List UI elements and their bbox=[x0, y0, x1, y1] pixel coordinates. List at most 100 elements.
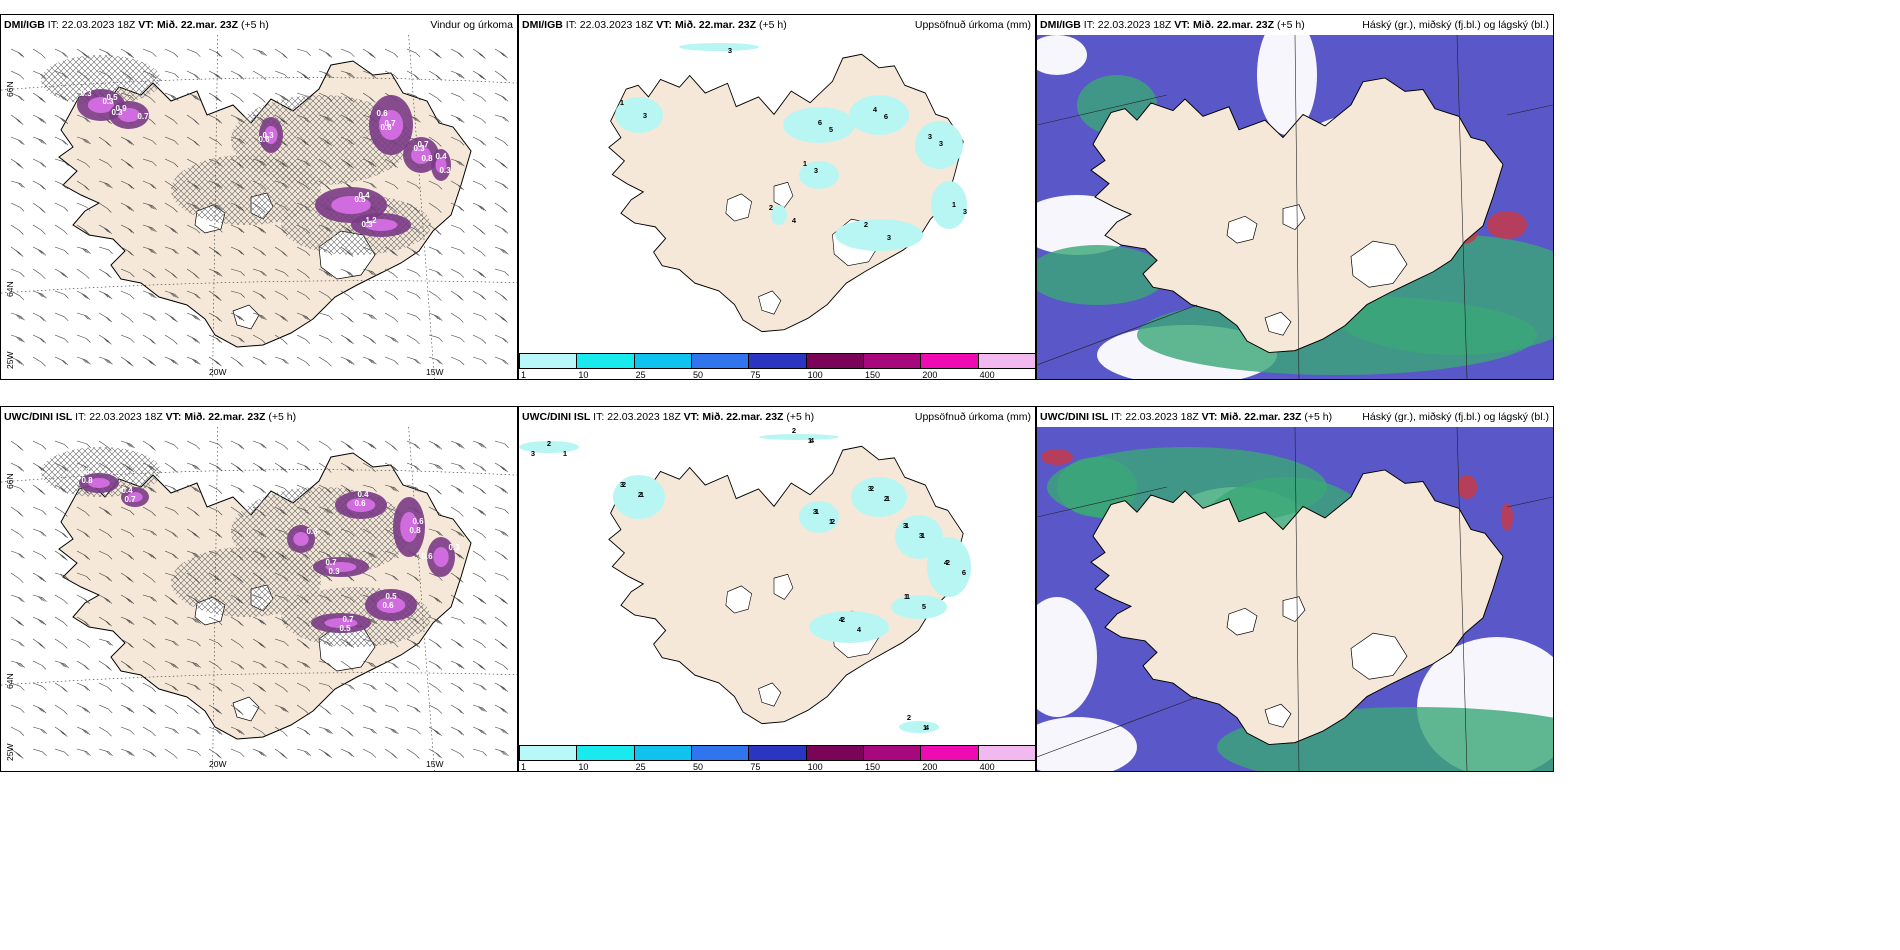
it-label: IT: bbox=[593, 411, 605, 423]
accum-value-label: 3 bbox=[868, 484, 872, 493]
lead-time: (+5 h) bbox=[786, 411, 815, 423]
accum-value-label: 1 bbox=[952, 200, 956, 209]
colorbar-swatch bbox=[519, 353, 578, 369]
accum-value-label: 1 bbox=[905, 521, 909, 530]
lon-label: 20W bbox=[209, 367, 227, 377]
accum-value-label: 1 bbox=[815, 507, 819, 516]
panel-accum-row2: UWC/DINI ISL IT: 22.03.2023 18Z VT: Mið.… bbox=[518, 406, 1036, 772]
accum-value-label: 3 bbox=[814, 166, 818, 175]
model-name: UWC/DINI ISL bbox=[522, 411, 591, 423]
precip-value-label: 0.7 bbox=[417, 140, 429, 149]
it-label: IT: bbox=[47, 19, 59, 31]
valid-time: Mið. 22.mar. 23Z bbox=[1192, 19, 1275, 31]
precip-value-label: 0.6 bbox=[380, 123, 392, 132]
accum-value-label: 3 bbox=[643, 111, 647, 120]
vt-label: VT: bbox=[656, 19, 673, 31]
panel-title: Vindur og úrkoma bbox=[430, 19, 513, 31]
map-cloud-cover[interactable] bbox=[1037, 35, 1553, 379]
high-cloud-area bbox=[1037, 245, 1167, 305]
vt-label: VT: bbox=[138, 19, 155, 31]
valid-time: Mið. 22.mar. 23Z bbox=[156, 19, 239, 31]
colorbar-swatch bbox=[576, 353, 635, 369]
colorbar-swatch bbox=[519, 745, 578, 761]
panel-title: Háský (gr.), miðský (fj.bl.) og lágský (… bbox=[1362, 411, 1549, 423]
colorbar-swatch bbox=[633, 353, 692, 369]
accum-value-label: 2 bbox=[864, 220, 868, 229]
colorbar-tick-label: 50 bbox=[693, 762, 704, 772]
lon-label: 15W bbox=[426, 367, 444, 377]
precip-value-label: 0.5 bbox=[106, 93, 118, 102]
model-name: DMI/IGB bbox=[522, 19, 563, 31]
accum-value-label: 2 bbox=[907, 713, 911, 722]
accum-value-label: 1 bbox=[808, 436, 812, 445]
mid-cloud-area bbox=[1501, 503, 1513, 531]
precip-value-label: 0.6 bbox=[412, 517, 424, 526]
accum-value-label: 3 bbox=[620, 480, 624, 489]
colorbar-swatch bbox=[805, 745, 864, 761]
precip-value-label: 0.6 bbox=[382, 601, 394, 610]
lead-time: (+5 h) bbox=[268, 411, 297, 423]
precip-value-label: 0.4 bbox=[357, 490, 369, 499]
colorbar-swatch bbox=[748, 745, 807, 761]
init-time: 22.03.2023 18Z bbox=[89, 411, 163, 423]
panel-clouds-row1: DMI/IGB IT: 22.03.2023 18Z VT: Mið. 22.m… bbox=[1036, 14, 1554, 380]
lat-label: 66N bbox=[5, 81, 15, 97]
map-cloud-cover[interactable] bbox=[1037, 427, 1553, 771]
accum-areas bbox=[519, 434, 971, 733]
colorbar-tick-label: 25 bbox=[635, 762, 646, 772]
panel-clouds-row2: UWC/DINI ISL IT: 22.03.2023 18Z VT: Mið.… bbox=[1036, 406, 1554, 772]
precip-value-label: 0.4 bbox=[121, 486, 133, 495]
accum-value-label: 4 bbox=[839, 615, 844, 624]
accum-value-label: 1 bbox=[904, 592, 908, 601]
accum-value-label: 3 bbox=[813, 507, 817, 516]
precip-value-labels: 0.30.90.70.80.41.20.30.30.50.30.60.70.50… bbox=[80, 89, 451, 229]
panel-wind-precip-row2: UWC/DINI ISL IT: 22.03.2023 18Z VT: Mið.… bbox=[0, 406, 518, 772]
panel-wind-precip-row1: DMI/IGB IT: 22.03.2023 18Z VT: Mið. 22.m… bbox=[0, 14, 518, 380]
accum-value-label: 4 bbox=[810, 436, 815, 445]
accum-value-label: 1 bbox=[923, 723, 927, 732]
panel-accum-row1: DMI/IGB IT: 22.03.2023 18Z VT: Mið. 22.m… bbox=[518, 14, 1036, 380]
precip-value-label: 0.3 bbox=[448, 543, 460, 552]
panel-title: Uppsöfnuð úrkoma (mm) bbox=[914, 19, 1031, 31]
high-cloud-area bbox=[1057, 457, 1137, 517]
map-wind-precip[interactable]: 0.3 0.9 0.7 0.8 0.4 1.2 0.3 0.3 0.5 0.3 0.6 0.7 0.5 0… bbox=[1, 35, 517, 379]
colorbar-swatch bbox=[920, 745, 979, 761]
precip-value-label: 0.3 bbox=[361, 220, 373, 229]
precip-hatch bbox=[41, 55, 161, 105]
corner-lon-label: 25W bbox=[5, 743, 15, 761]
precip-value-label: 0.3 bbox=[413, 144, 425, 153]
colorbar-tick-label: 10 bbox=[578, 762, 589, 772]
vt-label: VT: bbox=[165, 411, 182, 423]
colorbar-swatch bbox=[977, 745, 1035, 761]
precip-value-label: 0.7 bbox=[342, 615, 354, 624]
colorbar-tick-label: 50 bbox=[693, 370, 704, 380]
accum-value-label: 1 bbox=[803, 159, 807, 168]
panel-header: UWC/DINI ISL IT: 22.03.2023 18Z VT: Mið.… bbox=[1, 407, 517, 427]
colorbar-swatch bbox=[576, 745, 635, 761]
lead-time: (+5 h) bbox=[758, 19, 787, 31]
accum-value-label: 2 bbox=[547, 439, 551, 448]
accum-value-label: 2 bbox=[638, 490, 642, 499]
lead-time: (+5 h) bbox=[1304, 411, 1333, 423]
accum-value-label: 3 bbox=[887, 233, 891, 242]
map-wind-precip[interactable]: 0.3 0.4 0.6 0.8 0.3 0.7 0.6 0.5 0.3 0.8 0.7 0.4 0.6 0… bbox=[1, 427, 517, 771]
accum-value-label: 2 bbox=[841, 615, 845, 624]
precip-value-label: 0.6 bbox=[376, 109, 388, 118]
colorbar-tick-label: 75 bbox=[750, 762, 761, 772]
accum-value-label: 2 bbox=[792, 427, 796, 435]
colorbar-tick-label: 200 bbox=[922, 762, 938, 772]
vt-label: VT: bbox=[1174, 19, 1191, 31]
clear-sky-area bbox=[1257, 35, 1317, 135]
precip-value-label: 0.7 bbox=[384, 119, 396, 128]
panel-title: Uppsöfnuð úrkoma (mm) bbox=[914, 411, 1031, 423]
precip-value-label: 0.8 bbox=[421, 154, 433, 163]
clear-sky-area bbox=[1037, 35, 1087, 75]
cloud-layer bbox=[1037, 35, 1553, 379]
colorbar: 1 10 25 50 75 100 150 200 400 bbox=[519, 353, 1035, 379]
accum-value-label: 6 bbox=[884, 112, 888, 121]
accum-value-label: 1 bbox=[829, 517, 833, 526]
init-time: 22.03.2023 18Z bbox=[1097, 19, 1172, 31]
